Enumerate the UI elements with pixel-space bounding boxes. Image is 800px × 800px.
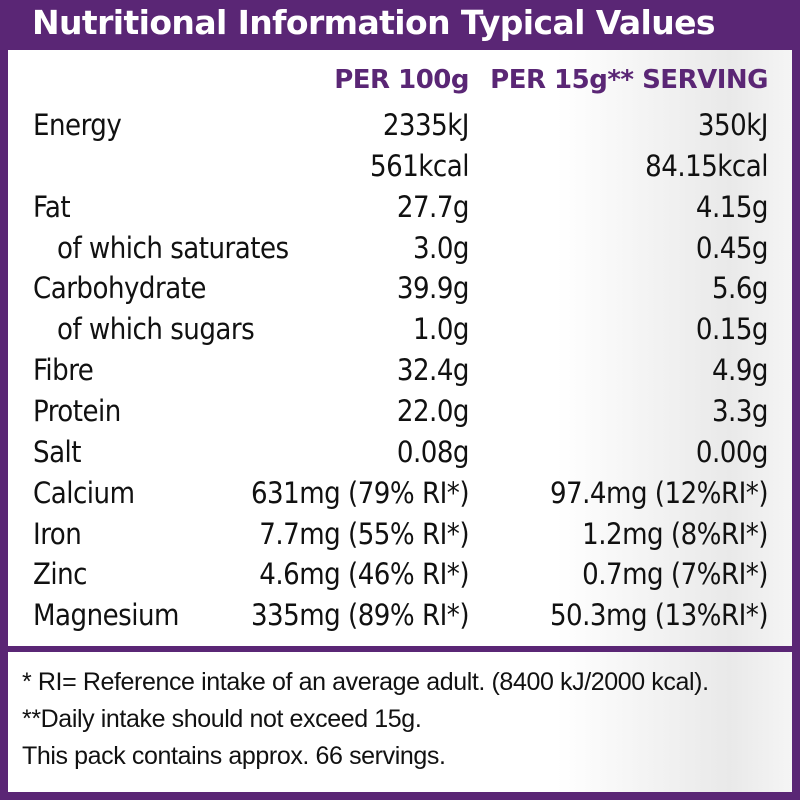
nutrient-label: Energy [33,108,122,142]
nutrient-label: of which saturates [57,230,289,265]
value-per-serving: 350kJ [697,108,769,142]
column-header-per-100g: PER 100g [334,65,469,95]
table-row: Fat 27.7g 4.15g [0,187,800,228]
value-per-100g: 7.7mg (55% RI*) [259,516,469,551]
value-per-serving: 1.2mg (8%RI*) [582,516,768,551]
value-per-serving: 4.9g [711,353,769,388]
footnotes: * RI= Reference intake of an average adu… [22,664,709,775]
value-per-100g: 0.08g [396,434,470,469]
nutrient-label: Zinc [33,557,88,592]
divider [0,646,800,652]
nutrient-label: of which sugars [57,312,255,347]
nutrient-label: Calcium [33,475,135,510]
value-per-100g: 27.7g [396,189,470,224]
value-per-100g: 561kcal [370,148,469,183]
table-row: Protein 22.0g 3.3g [0,391,800,432]
table-row: Calcium 631mg (79% RI*) 97.4mg (12%RI*) [0,473,800,514]
table-row: 561kcal 84.15kcal [0,146,800,187]
value-per-serving: 0.7mg (7%RI*) [582,557,768,592]
table-row: Zinc 4.6mg (46% RI*) 0.7mg (7%RI*) [0,554,800,595]
title-bar: Nutritional Information Typical Values [0,0,800,50]
table-row: Fibre 32.4g 4.9g [0,350,800,391]
footnote-servings: This pack contains approx. 66 servings. [22,742,446,770]
nutrition-table [8,50,792,646]
footnote-daily-intake: **Daily intake should not exceed 15g. [22,705,422,733]
footnote-box [8,652,792,792]
value-per-serving: 0.15g [695,312,769,347]
value-per-serving: 5.6g [711,271,769,306]
value-per-100g: 3.0g [412,230,470,265]
nutrient-label: Carbohydrate [33,271,206,306]
value-per-100g: 1.0g [412,312,470,347]
value-per-serving: 3.3g [711,393,769,428]
value-per-100g: 39.9g [396,271,470,306]
nutrient-label: Fibre [33,353,94,388]
nutrient-label: Salt [33,434,82,469]
value-per-100g: 335mg (89% RI*) [250,598,470,633]
table-row: Energy 2335kJ 350kJ [0,105,800,146]
value-per-100g: 631mg (79% RI*) [250,475,470,510]
value-per-serving: 50.3mg (13%RI*) [549,598,769,633]
table-row: Salt 0.08g 0.00g [0,432,800,473]
nutrient-label: Fat [33,189,71,224]
value-per-100g: 4.6mg (46% RI*) [259,557,469,592]
nutrient-label: Magnesium [33,598,179,633]
table-row: Magnesium 335mg (89% RI*) 50.3mg (13%RI*) [0,595,800,636]
nutrient-label: Protein [33,393,121,428]
value-per-100g: 22.0g [396,393,470,428]
footnote-ri: * RI= Reference intake of an average adu… [22,668,709,696]
nutrient-label: Iron [33,516,82,551]
column-header-per-serving: PER 15g** SERVING [490,65,768,95]
table-row: Iron 7.7mg (55% RI*) 1.2mg (8%RI*) [0,514,800,555]
value-per-serving: 97.4mg (12%RI*) [549,475,769,510]
value-per-serving: 84.15kcal [645,148,768,183]
table-row: of which sugars 1.0g 0.15g [0,309,800,350]
value-per-serving: 0.45g [695,230,769,265]
value-per-100g: 2335kJ [382,108,470,142]
table-row: of which saturates 3.0g 0.45g [0,228,800,269]
table-row: Carbohydrate 39.9g 5.6g [0,268,800,309]
value-per-serving: 0.00g [695,434,769,469]
value-per-serving: 4.15g [695,189,769,224]
page-title: Nutritional Information Typical Values [32,3,716,42]
value-per-100g: 32.4g [396,353,470,388]
